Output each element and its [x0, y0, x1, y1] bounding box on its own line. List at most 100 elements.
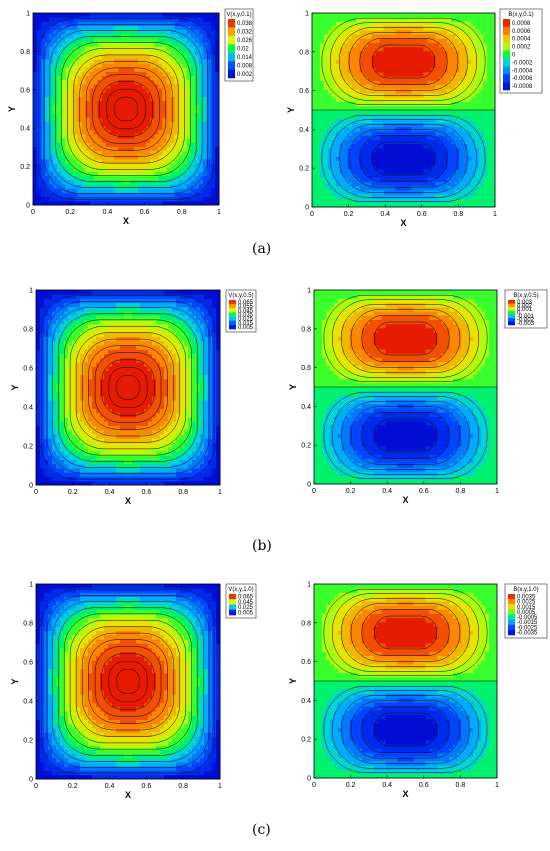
contour-cell	[113, 17, 119, 22]
contour-cell	[355, 152, 361, 157]
contour-cell	[40, 480, 45, 486]
contour-cell	[411, 50, 416, 56]
contour-cell	[41, 109, 46, 114]
contour-cell	[48, 455, 53, 460]
contour-cell	[335, 55, 341, 60]
contour-cell	[367, 177, 373, 183]
contour-cell	[463, 181, 468, 187]
contour-cell	[41, 184, 46, 189]
contour-cell	[475, 143, 480, 149]
contour-cell	[45, 54, 50, 60]
contour-cell	[97, 142, 103, 147]
contour-cell	[72, 463, 77, 469]
contour-cell	[351, 17, 357, 22]
contour-cell	[174, 33, 179, 39]
contour-cell	[126, 154, 131, 160]
contour-cell	[88, 383, 93, 388]
contour-cell	[419, 38, 424, 43]
contour-cell	[427, 42, 432, 48]
contour-cell	[371, 80, 377, 86]
contour-cell	[312, 21, 317, 27]
contour-cell	[154, 196, 159, 202]
contour-cell	[44, 387, 49, 393]
contour-cell	[327, 25, 333, 31]
contour-cell	[367, 118, 373, 124]
contour-cell	[117, 17, 123, 22]
contour-cell	[487, 139, 492, 145]
contour-cell	[53, 167, 58, 172]
contour-cell	[130, 196, 135, 202]
contour-cell	[174, 88, 179, 93]
contour-cell	[475, 202, 480, 208]
contour-cell	[166, 71, 171, 76]
contour-cell	[65, 38, 70, 43]
contour-cell	[363, 84, 369, 90]
contour-cell	[89, 113, 95, 118]
contour-cell	[339, 147, 345, 153]
contour-cell	[84, 446, 89, 452]
contour-cell	[77, 196, 82, 202]
contour-cell	[475, 34, 480, 39]
contour-cell	[206, 29, 212, 35]
contour-cell	[459, 114, 464, 119]
contour-cell	[323, 55, 329, 60]
contour-cell	[355, 156, 361, 162]
contour-cell	[80, 412, 85, 418]
contour-cell	[49, 138, 54, 143]
contour-cell	[105, 92, 111, 97]
contour-cell	[190, 117, 196, 122]
contour-cell	[403, 114, 408, 119]
contour-cell	[419, 160, 424, 166]
contour-cell	[84, 463, 89, 469]
contour-cell	[435, 13, 440, 18]
contour-cell	[403, 55, 408, 60]
contour-cell	[371, 21, 377, 27]
contour-cell	[109, 192, 115, 198]
contour-cell	[447, 198, 452, 204]
contour-cell	[88, 468, 93, 473]
contour-cell	[343, 17, 349, 22]
contour-cell	[126, 121, 131, 127]
contour-cell	[419, 72, 424, 77]
contour-cell	[387, 88, 392, 94]
contour-cell	[371, 101, 377, 107]
contour-cell	[88, 476, 93, 482]
contour-cell	[61, 13, 66, 18]
contour-cell	[146, 200, 151, 206]
contour-cell	[53, 179, 58, 185]
contour-cell	[73, 167, 78, 172]
contour-cell	[158, 200, 163, 206]
contour-cell	[479, 67, 484, 73]
contour-cell	[491, 29, 496, 35]
contour-cell	[467, 164, 472, 170]
contour-cell	[407, 80, 412, 86]
contour-cell	[121, 104, 127, 110]
contour-cell	[435, 114, 440, 119]
contour-cell	[146, 121, 151, 127]
contour-cell	[379, 160, 385, 166]
contour-cell	[383, 84, 388, 90]
contour-cell	[61, 121, 66, 127]
contour-cell	[312, 42, 317, 48]
contour-cell	[206, 46, 212, 51]
contour-cell	[105, 29, 111, 35]
contour-cell	[431, 46, 436, 52]
contour-cell	[45, 67, 50, 72]
contour-cell	[48, 412, 53, 418]
contour-cell	[347, 105, 353, 111]
contour-cell	[182, 42, 188, 47]
contour-cell	[61, 200, 66, 206]
contour-cell	[487, 156, 492, 162]
contour-cell	[61, 67, 66, 72]
contour-cell	[186, 38, 192, 43]
contour-cell	[105, 50, 111, 56]
contour-cell	[84, 336, 89, 342]
contour-cell	[483, 139, 488, 145]
contour-cell	[411, 25, 416, 31]
contour-cell	[93, 117, 99, 122]
legend-swatch	[228, 44, 235, 54]
contour-cell	[40, 476, 45, 482]
contour-cell	[339, 143, 345, 149]
contour-cell	[69, 117, 74, 122]
contour-cell	[347, 143, 353, 149]
